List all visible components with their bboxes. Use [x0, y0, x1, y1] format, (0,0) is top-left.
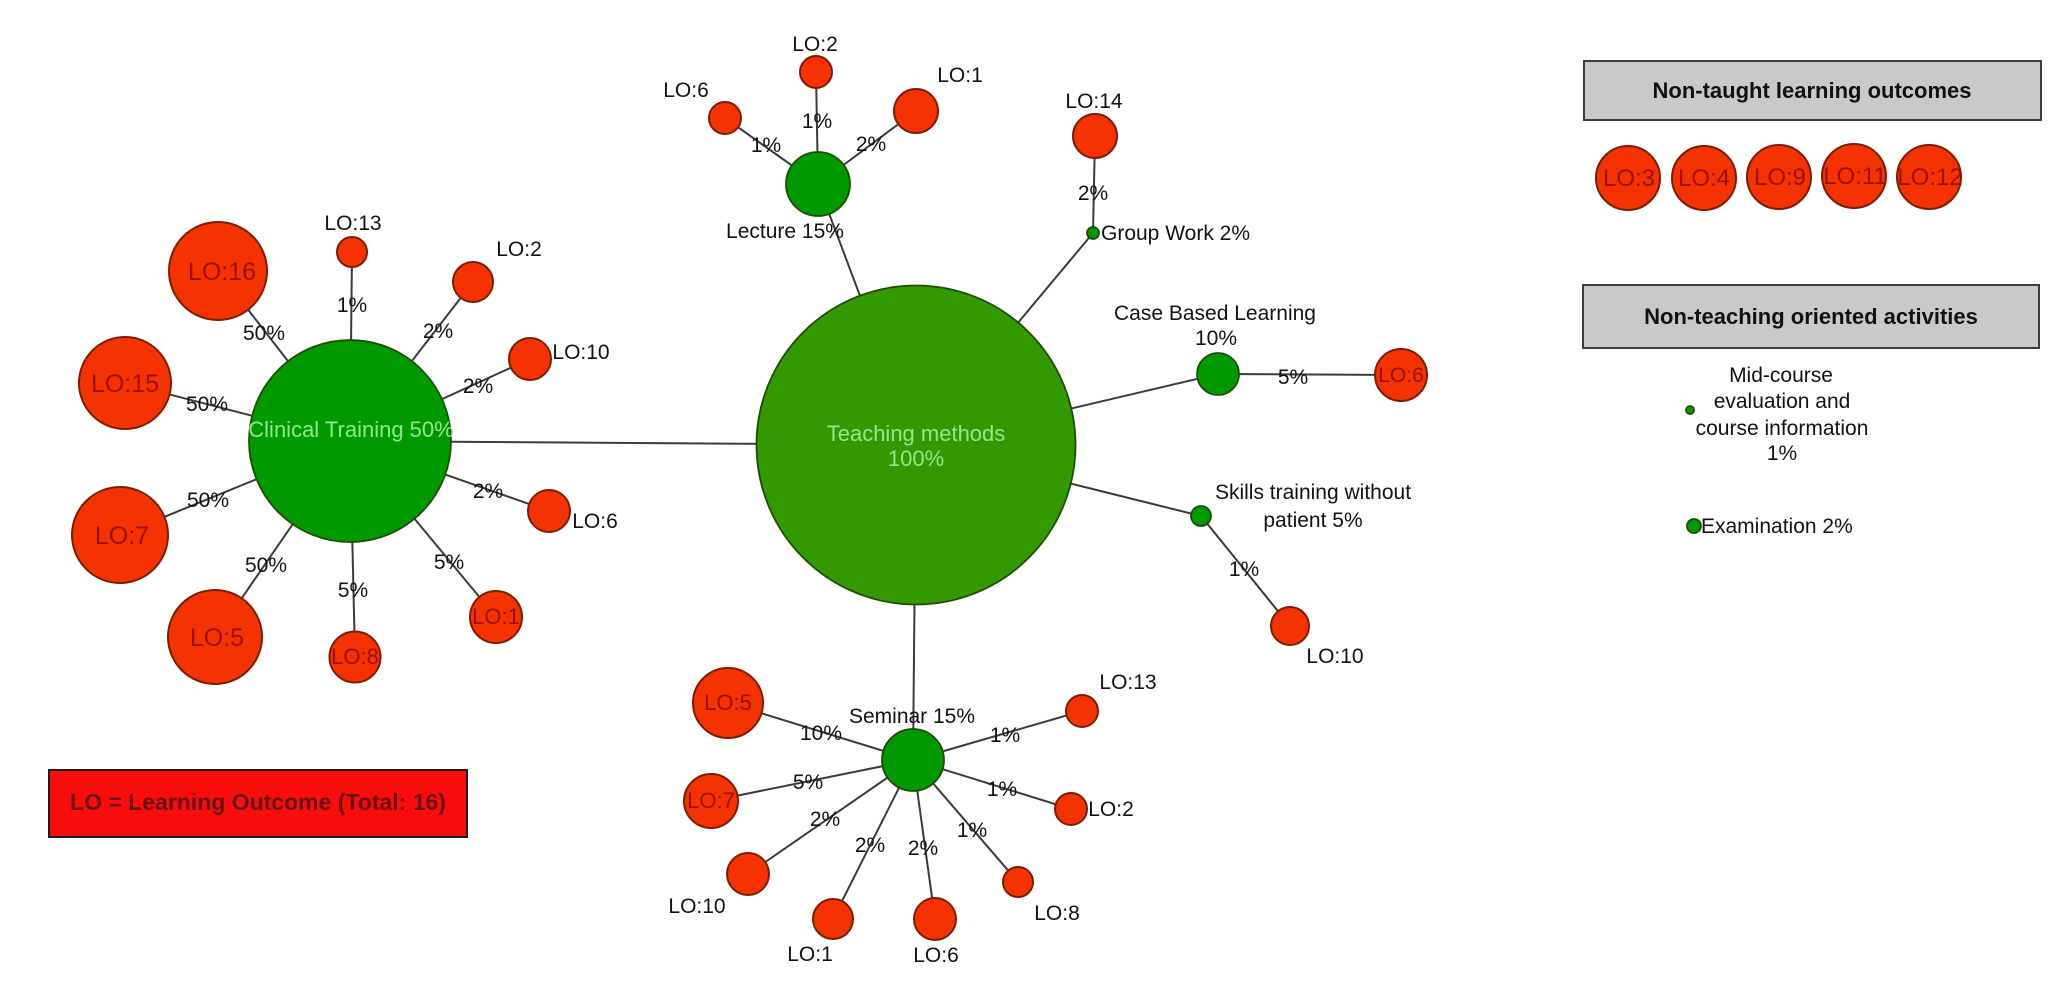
svg-text:evaluation and: evaluation and — [1714, 390, 1851, 413]
svg-text:Mid-course: Mid-course — [1729, 364, 1833, 387]
svg-text:2%: 2% — [856, 133, 886, 156]
svg-text:1%: 1% — [1767, 442, 1797, 465]
svg-text:LO:14: LO:14 — [1065, 90, 1123, 113]
svg-text:1%: 1% — [990, 724, 1020, 747]
svg-text:2%: 2% — [1078, 182, 1108, 205]
svg-text:50%: 50% — [243, 322, 285, 345]
svg-text:1%: 1% — [957, 819, 987, 842]
svg-text:Non-taught learning outcomes: Non-taught learning outcomes — [1653, 78, 1972, 103]
svg-text:LO:3: LO:3 — [1603, 165, 1655, 192]
svg-text:LO:2: LO:2 — [1088, 798, 1134, 821]
svg-text:LO:6: LO:6 — [913, 944, 959, 967]
svg-text:2%: 2% — [908, 837, 938, 860]
svg-text:LO:7: LO:7 — [687, 788, 735, 813]
svg-text:Skills training without: Skills training without — [1215, 481, 1411, 504]
svg-text:LO:1: LO:1 — [472, 604, 520, 629]
svg-text:LO:8: LO:8 — [1034, 902, 1080, 925]
svg-text:LO:12: LO:12 — [1897, 164, 1962, 191]
svg-text:1%: 1% — [1229, 558, 1259, 581]
svg-text:5%: 5% — [434, 551, 464, 574]
svg-text:10%: 10% — [1195, 327, 1237, 350]
svg-text:2%: 2% — [473, 480, 503, 503]
svg-text:2%: 2% — [423, 320, 453, 343]
svg-text:LO:2: LO:2 — [792, 33, 838, 56]
svg-text:LO:10: LO:10 — [552, 341, 609, 364]
svg-text:5%: 5% — [1278, 366, 1308, 389]
svg-text:LO:2: LO:2 — [496, 238, 542, 261]
svg-text:1%: 1% — [987, 778, 1017, 801]
svg-text:Clinical Training 50%: Clinical Training 50% — [248, 417, 453, 442]
svg-text:100%: 100% — [888, 446, 944, 471]
svg-text:2%: 2% — [463, 375, 493, 398]
svg-text:Seminar 15%: Seminar 15% — [849, 705, 975, 728]
svg-text:LO:6: LO:6 — [1378, 364, 1424, 387]
svg-text:1%: 1% — [337, 294, 367, 317]
svg-text:50%: 50% — [245, 554, 287, 577]
svg-text:Non-teaching oriented activiti: Non-teaching oriented activities — [1644, 304, 1978, 329]
svg-text:50%: 50% — [186, 393, 228, 416]
svg-text:1%: 1% — [802, 110, 832, 133]
svg-text:2%: 2% — [810, 808, 840, 831]
svg-text:Lecture 15%: Lecture 15% — [726, 220, 844, 243]
svg-text:5%: 5% — [793, 771, 823, 794]
svg-text:LO:10: LO:10 — [668, 895, 725, 918]
svg-text:2%: 2% — [855, 834, 885, 857]
svg-text:LO:8: LO:8 — [331, 644, 379, 669]
svg-text:LO:5: LO:5 — [704, 690, 752, 715]
svg-text:10%: 10% — [800, 722, 842, 745]
svg-text:LO:10: LO:10 — [1306, 645, 1363, 668]
svg-text:LO:7: LO:7 — [95, 522, 149, 550]
svg-text:LO:1: LO:1 — [937, 64, 983, 87]
svg-text:Case Based Learning: Case Based Learning — [1114, 302, 1316, 325]
svg-text:LO:11: LO:11 — [1823, 163, 1887, 190]
svg-text:LO:6: LO:6 — [663, 79, 709, 102]
svg-text:LO:6: LO:6 — [572, 510, 618, 533]
svg-text:Examination 2%: Examination 2% — [1701, 515, 1853, 538]
svg-text:LO:9: LO:9 — [1754, 164, 1806, 191]
svg-text:LO:5: LO:5 — [190, 624, 244, 652]
svg-text:LO:16: LO:16 — [188, 258, 256, 286]
svg-text:patient 5%: patient 5% — [1263, 509, 1362, 532]
svg-text:LO:13: LO:13 — [324, 212, 381, 235]
svg-text:LO:1: LO:1 — [787, 943, 833, 966]
svg-text:LO:15: LO:15 — [91, 370, 159, 398]
svg-text:Teaching methods: Teaching methods — [827, 421, 1006, 446]
svg-text:course information: course information — [1696, 417, 1869, 440]
svg-text:1%: 1% — [751, 134, 781, 157]
svg-text:LO:4: LO:4 — [1678, 165, 1730, 192]
svg-text:LO = Learning Outcome (Total:: LO = Learning Outcome (Total: 16) — [70, 789, 446, 815]
svg-text:LO:13: LO:13 — [1099, 671, 1156, 694]
svg-text:50%: 50% — [187, 489, 229, 512]
svg-text:Group Work 2%: Group Work 2% — [1101, 222, 1250, 245]
svg-text:5%: 5% — [338, 579, 368, 602]
